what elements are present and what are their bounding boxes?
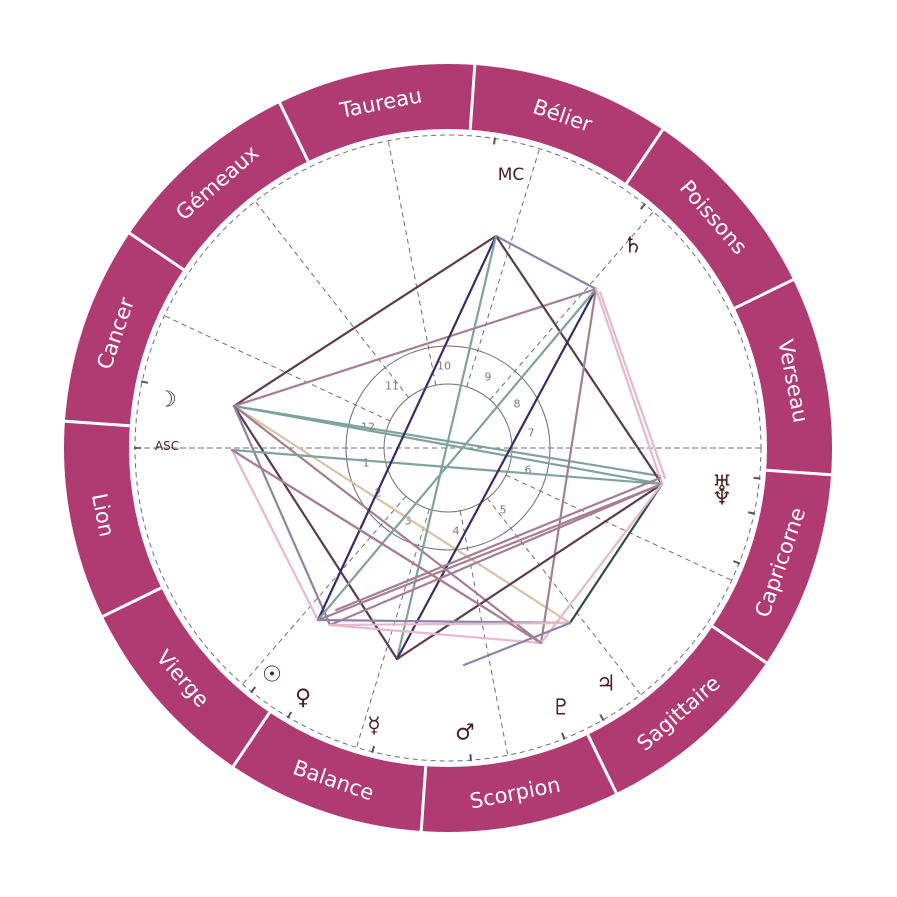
aspect-line: [232, 404, 399, 661]
zodiac-ring-band: [64, 64, 832, 832]
aspect-line: [316, 287, 598, 622]
moon-icon: ☽: [157, 388, 177, 413]
planet-glyphs: ☽ ♄ ♅♆ ♃ ♇ ♂ ☿ ♀ ☉: [157, 234, 732, 746]
house-cusp-lines: [135, 140, 761, 756]
sign-divider: [766, 468, 832, 477]
house-number-7: 7: [528, 427, 535, 440]
planet-tick: [250, 686, 257, 694]
house-cusp: [242, 495, 407, 685]
house-cusp: [164, 315, 391, 422]
house-number-1: 1: [363, 457, 370, 470]
asc-label: ASC: [155, 439, 179, 453]
house-cusp: [489, 211, 654, 401]
zodiac-sign-dividers: [64, 64, 832, 832]
neptune-icon: ♆: [712, 486, 732, 511]
house-cusp: [387, 140, 437, 386]
chart-angles: MC ASC: [155, 165, 524, 453]
aspect-line: [494, 234, 598, 291]
sign-divider: [419, 766, 428, 832]
aspect-line: [462, 621, 572, 667]
sign-divider: [64, 419, 130, 428]
planet-tick: [371, 745, 375, 753]
house-number-10: 10: [437, 360, 451, 373]
house-number-3: 3: [405, 515, 412, 528]
house-number-ring-outer: [345, 345, 551, 551]
house-cusp: [487, 498, 642, 695]
aspect-line: [328, 623, 543, 645]
aspect-line: [232, 287, 598, 408]
house-number-11: 11: [385, 380, 399, 393]
house-number-8: 8: [514, 398, 521, 411]
uranus-icon: ♅: [712, 472, 732, 497]
sign-divider: [734, 278, 794, 310]
sign-divider: [278, 102, 310, 162]
pluto-icon: ♇: [551, 696, 571, 721]
house-number-6: 6: [525, 464, 532, 477]
aspect-line: [316, 234, 498, 622]
house-cusp: [356, 509, 430, 748]
zodiac-ring: [64, 64, 832, 832]
mercury-icon: ☿: [367, 714, 381, 739]
planet-tick: [561, 732, 566, 740]
house-cusp: [466, 148, 540, 387]
planet-tick: [286, 711, 293, 719]
aspect-line: [316, 482, 664, 622]
house-number-5: 5: [500, 504, 507, 517]
planet-tick: [140, 380, 149, 384]
aspect-line: [395, 482, 664, 661]
aspect-line: [539, 287, 598, 645]
aspect-line: [232, 404, 332, 627]
sun-icon: ☉: [262, 663, 282, 688]
aspect-line: [328, 621, 572, 627]
aspect-line: [334, 476, 662, 612]
sign-divider: [468, 64, 477, 130]
jupiter-icon: ♃: [596, 672, 616, 697]
sign-divider: [711, 625, 768, 664]
house-number-9: 9: [485, 371, 492, 384]
aspect-line: [232, 234, 498, 408]
planet-tick: [599, 714, 605, 722]
house-cusp: [459, 510, 509, 756]
sign-divider: [586, 734, 618, 794]
aspect-line: [232, 404, 572, 625]
aspect-line: [230, 448, 543, 645]
aspect-lines: [230, 234, 667, 667]
saturn-icon: ♄: [623, 234, 643, 259]
mars-icon: ♂: [455, 721, 475, 746]
planet-tick: [492, 137, 496, 145]
house-number-ring-inner: [383, 383, 513, 513]
aspect-line: [230, 448, 320, 622]
aspect-line: [395, 287, 598, 661]
sign-divider: [128, 232, 185, 271]
sign-divider: [232, 711, 271, 768]
aspect-line: [598, 290, 667, 480]
planet-tick: [753, 476, 761, 480]
planet-tick: [733, 560, 741, 565]
aspect-line: [328, 482, 664, 627]
house-number-4: 4: [453, 525, 460, 538]
aspect-line: [494, 234, 664, 486]
planet-position-ticks: [134, 137, 761, 762]
planet-tick: [640, 203, 646, 210]
sign-divider: [102, 586, 162, 618]
sign-divider: [625, 128, 664, 185]
house-cusp: [505, 474, 732, 581]
venus-icon: ♀: [295, 686, 311, 711]
planet-tick: [469, 754, 472, 762]
mc-label: MC: [498, 165, 525, 185]
aspect-line: [232, 404, 543, 645]
aspect-line: [539, 482, 664, 645]
planet-tick: [747, 511, 756, 515]
house-cusp: [254, 201, 409, 398]
aspect-line: [568, 482, 664, 625]
aspect-line: [594, 287, 664, 486]
